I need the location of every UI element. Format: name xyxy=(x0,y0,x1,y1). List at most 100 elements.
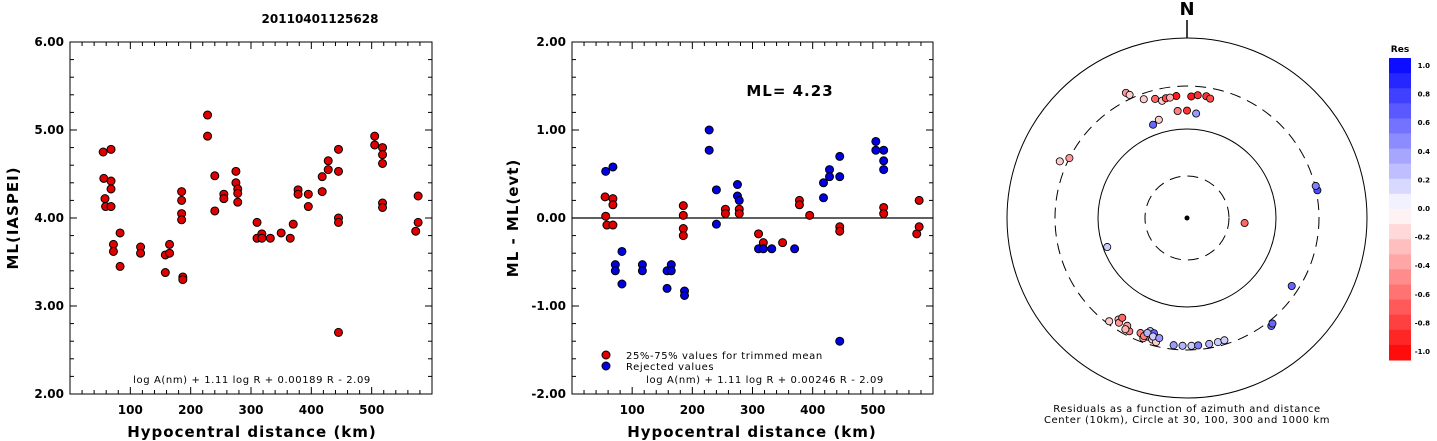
data-point xyxy=(778,238,788,248)
x-axis-label-left: Hypocentral distance (km) xyxy=(127,423,377,441)
colorbar-step xyxy=(1389,103,1411,119)
data-point xyxy=(257,233,267,243)
data-point xyxy=(333,327,343,337)
north-label: N xyxy=(1179,0,1194,20)
data-point xyxy=(413,191,423,201)
data-point xyxy=(106,144,116,154)
data-point xyxy=(413,217,423,227)
data-point xyxy=(601,166,611,176)
axis-ticks-left: 100 200 300 400 500 2.00 3.00 4.00 5.00 6.00 xyxy=(34,35,432,417)
data-point xyxy=(106,184,116,194)
data-point xyxy=(600,192,610,202)
colorbar-step xyxy=(1389,284,1411,301)
ml-vs-distance-panel: Hypocentral distance (km) ML(IASPEI) log… xyxy=(4,35,433,441)
legend-marker-rejected xyxy=(601,361,611,371)
colorbar-step xyxy=(1389,163,1411,180)
data-point xyxy=(608,220,618,230)
y-axis-label-middle: ML - ML(evt) xyxy=(504,159,522,277)
station-point xyxy=(1103,243,1112,252)
data-point xyxy=(285,233,295,243)
colorbar-step xyxy=(1389,329,1411,346)
station-point xyxy=(1194,341,1203,350)
legend-marker-trimmed xyxy=(601,350,611,360)
y-axis-label-left: ML(IASPEI) xyxy=(4,166,22,269)
station-point xyxy=(1220,336,1229,345)
ring-30km xyxy=(1144,175,1230,261)
data-point xyxy=(678,201,688,211)
y-tick-label: 2.00 xyxy=(536,35,566,49)
data-point xyxy=(754,229,764,239)
y-tick-label: 6.00 xyxy=(34,35,64,49)
colorbar-tick-label: -0.2 xyxy=(1415,234,1430,242)
colorbar-step xyxy=(1389,193,1411,210)
colorbar-tick-label: 1.0 xyxy=(1418,62,1431,70)
azimuth-residual-panel: N Residuals as a function of azimuth and… xyxy=(1006,0,1368,426)
data-point xyxy=(914,222,924,232)
data-point xyxy=(317,187,327,197)
station-point xyxy=(1139,95,1148,104)
data-point xyxy=(711,219,721,229)
data-point xyxy=(835,151,845,161)
data-point xyxy=(617,246,627,256)
colorbar-tick-label: -0.8 xyxy=(1415,319,1430,327)
data-point xyxy=(323,165,333,175)
data-point xyxy=(825,172,835,182)
station-point xyxy=(1125,90,1134,99)
epicenter-marker xyxy=(1184,215,1190,221)
data-point xyxy=(879,145,889,155)
ring-100km xyxy=(1097,128,1277,308)
data-point xyxy=(265,233,275,243)
data-point xyxy=(758,244,768,254)
data-point xyxy=(370,140,380,150)
data-point xyxy=(165,239,175,249)
data-point xyxy=(734,209,744,219)
x-tick-label: 500 xyxy=(860,403,885,417)
data-point xyxy=(680,290,690,300)
data-point xyxy=(303,202,313,212)
data-point xyxy=(317,172,327,182)
data-point xyxy=(734,195,744,205)
x-tick-label: 300 xyxy=(238,403,263,417)
data-point xyxy=(106,176,116,186)
data-point xyxy=(610,266,620,276)
station-point xyxy=(1311,181,1320,190)
data-point xyxy=(835,172,845,182)
colorbar-step xyxy=(1389,133,1411,150)
colorbar-tick-labels: 1.0 0.8 0.6 0.4 0.2 0.0 -0.2 -0.4 -0.6 -0.8 -1.0 xyxy=(1415,62,1430,356)
station-point xyxy=(1206,94,1215,103)
data-point xyxy=(720,209,730,219)
data-point xyxy=(100,194,110,204)
x-tick-label: 400 xyxy=(299,403,324,417)
colorbar-tick-label: 0.2 xyxy=(1418,176,1431,184)
data-point xyxy=(711,185,721,195)
data-point xyxy=(106,202,116,212)
station-point xyxy=(1143,328,1152,337)
station-point xyxy=(1055,157,1064,166)
station-point xyxy=(1178,341,1187,350)
data-point xyxy=(704,125,714,135)
station-point xyxy=(1105,317,1114,326)
data-point xyxy=(914,195,924,205)
station-point xyxy=(1187,341,1196,350)
station-point xyxy=(1118,313,1127,322)
data-point xyxy=(666,266,676,276)
station-point xyxy=(1192,109,1201,118)
station-point xyxy=(1169,341,1178,350)
colorbar-tick-label: 0.6 xyxy=(1418,119,1431,127)
y-tick-label: 5.00 xyxy=(34,123,64,137)
colorbar-step xyxy=(1389,73,1411,89)
residual-vs-distance-panel: Hypocentral distance (km) ML - ML(evt) M… xyxy=(504,35,934,441)
formula-left: log A(nm) + 1.11 log R + 0.00189 R - 2.0… xyxy=(133,375,371,386)
data-point xyxy=(160,268,170,278)
y-tick-label: -1.00 xyxy=(531,299,566,313)
data-point xyxy=(378,158,388,168)
legend-label-trimmed: 25%-75% values for trimmed mean xyxy=(626,351,823,362)
data-point xyxy=(678,231,688,241)
station-point xyxy=(1173,107,1182,116)
y-tick-label: 2.00 xyxy=(34,387,64,401)
colorbar-tick-label: -0.6 xyxy=(1415,291,1430,299)
points-middle xyxy=(600,125,924,346)
data-point xyxy=(879,209,889,219)
data-point xyxy=(233,188,243,198)
